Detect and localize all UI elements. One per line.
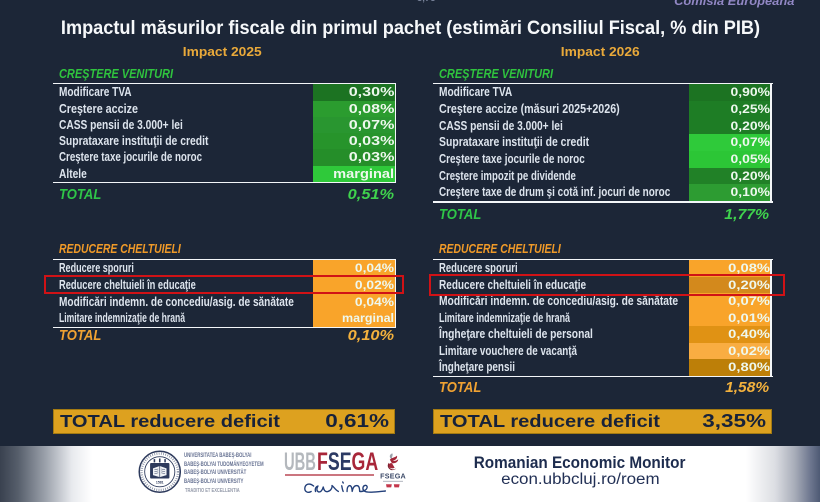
- svg-text:1581: 1581: [155, 481, 163, 485]
- svg-text:FSEGA: FSEGA: [380, 471, 406, 480]
